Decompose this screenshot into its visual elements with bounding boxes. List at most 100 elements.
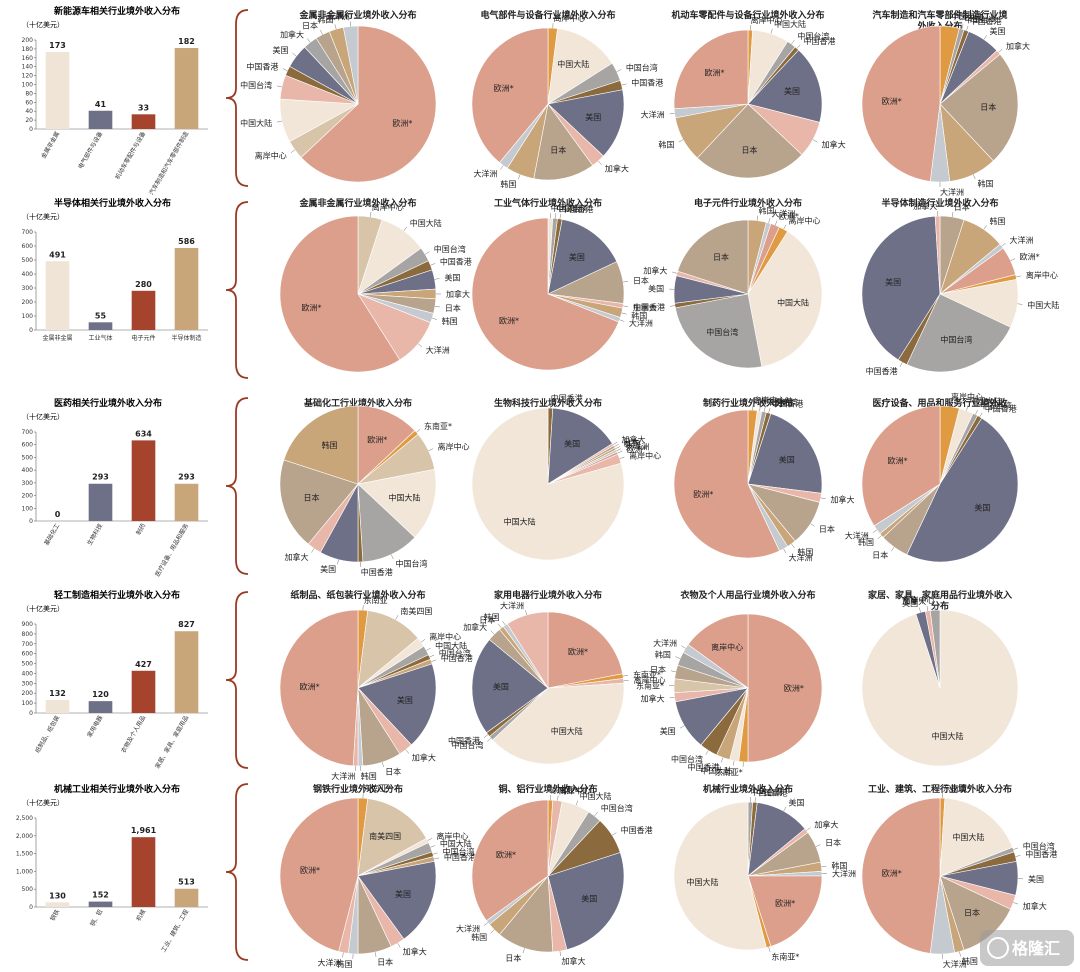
y-tick-label: 300 <box>22 285 34 292</box>
slice-label: 中国台湾 <box>965 14 997 24</box>
curly-brace <box>225 9 249 187</box>
pie-slice <box>471 27 549 163</box>
pie-slice <box>696 103 803 179</box>
pie-slice <box>279 609 359 767</box>
slice-label: 美国 <box>585 112 601 122</box>
slice-label: 美国 <box>974 502 990 512</box>
slice-label: 美国 <box>648 284 664 294</box>
unit-label: （十亿美元） <box>22 798 64 807</box>
slice-label: 东南亚* <box>943 783 971 793</box>
pie-slice <box>861 215 941 361</box>
pie-slice <box>357 405 416 485</box>
slice-label: 中国香港 <box>551 393 583 403</box>
pie-title: 制药行业境外收入分布 <box>703 397 793 409</box>
bar-value-label: 130 <box>49 891 66 900</box>
slice-label: 欧洲* <box>882 96 902 106</box>
leader-line <box>621 312 627 315</box>
slice-label: 离岸中心 <box>1026 270 1058 280</box>
pie-slice <box>357 861 437 940</box>
slice-label: 日本 <box>377 957 393 967</box>
slice-label: 中国大陆 <box>1027 300 1059 310</box>
leader-line <box>979 412 983 417</box>
y-tick-label: 700 <box>22 229 34 236</box>
curly-brace <box>225 783 249 961</box>
slice-label: 离岸中心 <box>634 675 666 685</box>
slice-label: 欧洲* <box>367 435 387 445</box>
pie-chart-3: 机动车零配件与设备行业境外收入分布离岸中心中国大陆中国台湾中国香港美国加拿大日本… <box>641 9 846 179</box>
pie-slice <box>471 799 549 922</box>
pie-title: 半导体制造行业境外收入分布 <box>881 197 998 209</box>
slice-label: 东南亚* <box>715 767 743 777</box>
slice-label: 离岸中心 <box>751 15 783 25</box>
slice-label: 东南亚* <box>633 670 661 680</box>
slice-label: 欧洲* <box>693 489 713 499</box>
leader-line <box>783 548 787 554</box>
slice-label: 中国大陆 <box>761 396 793 406</box>
pie-title: 机动车零配件与设备行业境外收入分布 <box>671 9 824 21</box>
slice-label: 中国台湾 <box>451 740 483 750</box>
slice-label: 中国大陆 <box>774 19 806 29</box>
slice-label: 加拿大 <box>446 289 470 299</box>
slice-label: 加拿大 <box>412 753 436 763</box>
bar-chart-title: 轻工制造相关行业境外收入分布 <box>54 589 180 601</box>
y-tick-label: 0 <box>29 710 33 717</box>
pie-slice <box>547 852 625 950</box>
leader-line <box>522 948 525 954</box>
slice-label: 美国 <box>885 277 901 287</box>
pie-title: 工业气体行业境外收入分布 <box>494 197 602 209</box>
bar <box>88 701 113 713</box>
leader-line <box>483 734 489 738</box>
slice-label: 中国大陆 <box>440 839 472 849</box>
y-tick-label: 140 <box>22 64 34 71</box>
leader-line <box>966 25 969 31</box>
bar-value-label: 513 <box>178 878 195 887</box>
bar <box>45 902 70 907</box>
category-label: 工业气体 <box>88 334 112 342</box>
slice-label: 欧洲* <box>300 681 320 691</box>
slice-label: 日本 <box>479 615 495 625</box>
leader-line <box>675 656 681 659</box>
leader-line <box>487 738 492 742</box>
slice-label: 大洋洲 <box>331 771 355 781</box>
slice-label: 中国台湾 <box>439 648 471 658</box>
bar <box>131 440 156 521</box>
pie-slice <box>673 801 767 951</box>
leader-line <box>820 497 826 500</box>
slice-label: 中国大陆 <box>932 731 964 741</box>
pie-chart-13: 纸制品、纸包装行业境外收入分布东南亚南美四国离岸中心中国大陆中国台湾中国香港美国… <box>279 589 473 781</box>
category-label: 汽车制造和汽车零部件制造 <box>147 130 190 196</box>
slice-label: 加拿大 <box>643 266 667 276</box>
pie-slice <box>673 409 780 559</box>
bar-value-label: 55 <box>95 311 107 320</box>
slice-label: 欧洲* <box>775 898 795 908</box>
slice-label: 美国 <box>272 45 288 55</box>
slice-label: 中国大陆 <box>952 832 984 842</box>
leader-line <box>381 762 384 768</box>
leader-line <box>483 922 489 926</box>
pie-slice <box>547 28 613 105</box>
leader-line <box>768 946 771 952</box>
slice-label: 南美四国 <box>400 606 432 616</box>
leader-line <box>768 218 771 224</box>
leader-line <box>405 749 410 754</box>
slice-label: 欧洲* <box>496 850 516 860</box>
pie-title: 生物科技行业境外收入分布 <box>494 397 602 409</box>
category-label: 纸制品、纸包装 <box>33 714 61 754</box>
slice-label: 中国台湾 <box>556 203 588 213</box>
pie-title: 衣物及个人用品行业境外收入分布 <box>680 589 815 601</box>
category-label: 家居、家具、家庭用品 <box>153 714 190 770</box>
slice-label: 日本 <box>872 550 888 560</box>
pie-title: 钢铁行业境外收入分布 <box>313 783 403 795</box>
leader-line <box>669 305 675 307</box>
slice-label: 加拿大 <box>641 694 665 704</box>
bar-value-label: 120 <box>92 690 109 699</box>
bar-chart-2: 半导体相关行业境外收入分布 （十亿美元） 0 100 200 300 400 500 600 70… <box>22 197 208 342</box>
slice-label: 日本 <box>650 665 666 675</box>
pie-slice <box>279 459 359 545</box>
y-tick-label: 2,500 <box>16 815 33 822</box>
slice-label: 离岸中心 <box>255 151 287 161</box>
pie-chart-15: 衣物及个人用品行业境外收入分布欧洲*东南亚*中国大陆中国香港中国台湾美国加拿大东… <box>636 589 823 777</box>
slice-label: 韩国 <box>831 860 847 870</box>
y-tick-label: 600 <box>22 651 34 658</box>
